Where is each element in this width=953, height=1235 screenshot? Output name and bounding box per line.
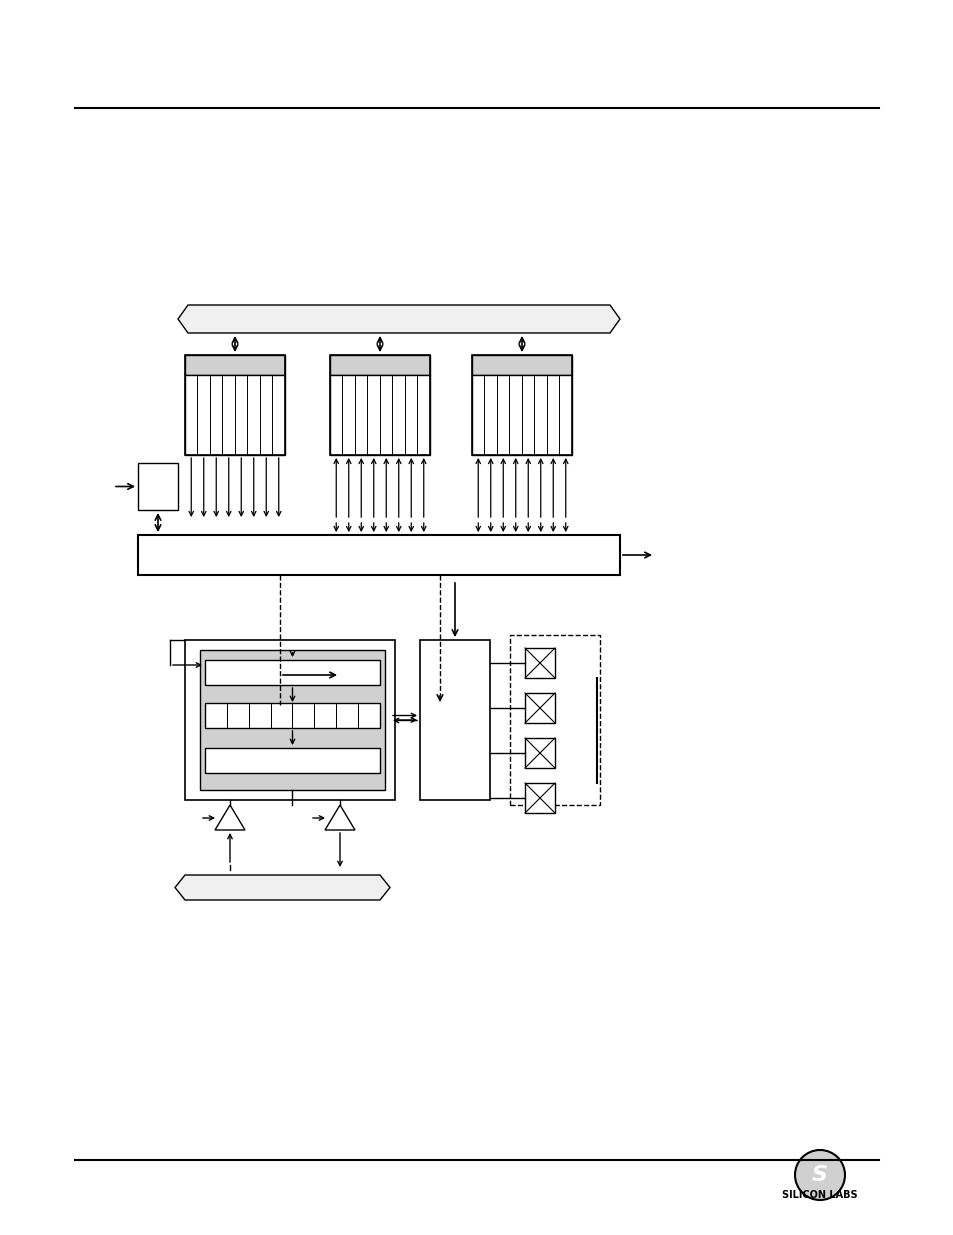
Bar <box>138 463 178 510</box>
Bar <box>249 703 271 727</box>
Bar <box>185 375 285 454</box>
Bar <box>205 659 379 685</box>
Bar <box>357 703 379 727</box>
Bar <box>185 354 285 454</box>
Circle shape <box>794 1150 844 1200</box>
Polygon shape <box>178 305 619 333</box>
Polygon shape <box>174 876 390 900</box>
Bar <box>330 375 430 454</box>
Bar <box>271 703 293 727</box>
Bar <box>472 375 572 454</box>
Bar <box>524 648 555 678</box>
Bar <box>314 703 335 727</box>
Text: S: S <box>811 1165 827 1186</box>
Text: SILICON LABS: SILICON LABS <box>781 1191 857 1200</box>
Bar <box>185 354 285 375</box>
Bar <box>472 354 572 375</box>
Bar <box>330 354 430 454</box>
Polygon shape <box>325 805 355 830</box>
Polygon shape <box>214 805 245 830</box>
Bar <box>524 739 555 768</box>
Bar <box>205 703 379 727</box>
Bar <box>200 650 385 790</box>
Bar <box>205 703 227 727</box>
Bar <box>330 354 430 375</box>
Bar <box>524 783 555 813</box>
Bar <box>293 703 314 727</box>
Bar <box>524 693 555 722</box>
Bar <box>419 640 490 800</box>
Bar <box>510 635 599 805</box>
Bar <box>335 703 357 727</box>
Bar <box>227 703 249 727</box>
Bar <box>185 640 395 800</box>
Bar <box>205 748 379 773</box>
Bar <box>472 354 572 454</box>
Bar <box>138 535 619 576</box>
